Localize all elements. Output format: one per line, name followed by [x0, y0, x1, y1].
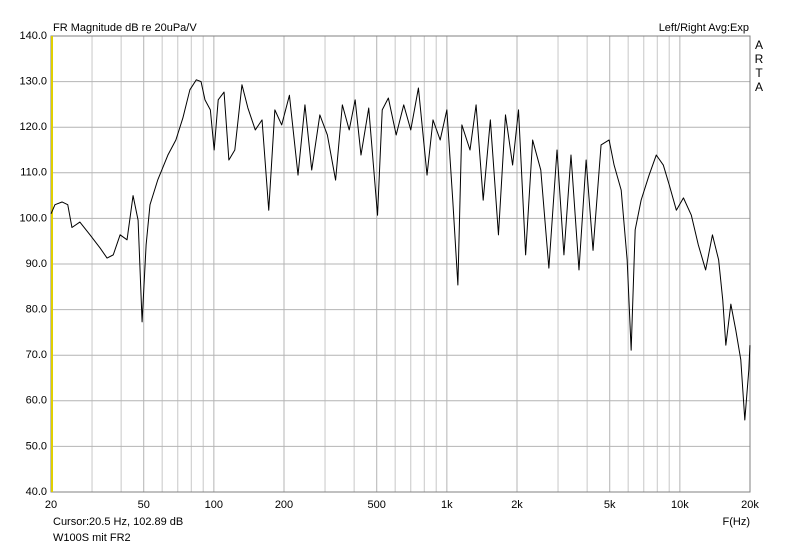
y-tick-label: 40.0 — [26, 486, 47, 498]
x-axis-label: F(Hz) — [723, 516, 751, 528]
line-series — [50, 79, 751, 421]
y-tick-label: 100.0 — [19, 212, 47, 224]
y-tick-label: 120.0 — [19, 121, 47, 133]
footer: W100S mit FR2 — [53, 532, 131, 544]
x-tick-label: 200 — [275, 499, 293, 511]
y-tick-label: 90.0 — [26, 258, 47, 270]
x-tick-label: 100 — [205, 499, 223, 511]
y-tick-label: 80.0 — [26, 304, 47, 316]
side-label: ARTA — [752, 38, 766, 94]
y-tick-label: 70.0 — [26, 349, 47, 361]
x-tick-label: 2k — [511, 499, 523, 511]
y-tick-label: 50.0 — [26, 440, 47, 452]
x-tick-label: 5k — [604, 499, 616, 511]
chart-subtitle: Left/Right Avg:Exp — [659, 22, 749, 34]
y-tick-label: 140.0 — [19, 30, 47, 42]
chart-title: FR Magnitude dB re 20uPa/V — [53, 22, 197, 34]
y-tick-label: 60.0 — [26, 395, 47, 407]
y-tick-label: 110.0 — [20, 167, 47, 179]
x-tick-label: 500 — [368, 499, 386, 511]
x-tick-label: 20 — [45, 499, 57, 511]
x-tick-label: 50 — [138, 499, 150, 511]
x-tick-label: 1k — [441, 499, 453, 511]
x-tick-label: 20k — [741, 499, 759, 511]
cursor-label: Cursor:20.5 Hz, 102.89 dB — [53, 516, 183, 528]
y-tick-label: 130.0 — [19, 76, 47, 88]
x-tick-label: 10k — [671, 499, 689, 511]
